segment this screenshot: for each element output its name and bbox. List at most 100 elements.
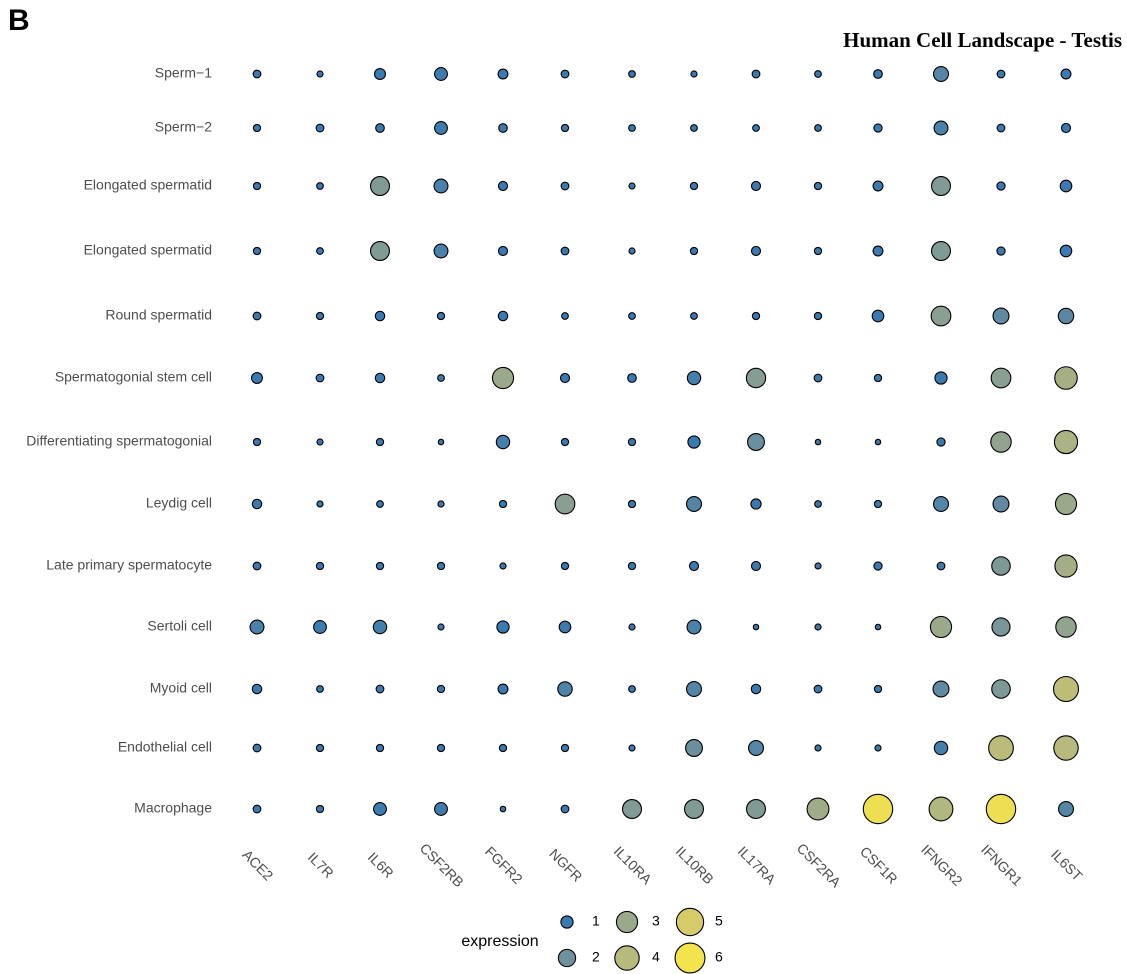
row-label: Spermatogonial stem cell: [55, 369, 212, 385]
dot: [690, 124, 698, 132]
chart-title: Human Cell Landscape - Testis: [843, 28, 1122, 52]
dot: [1055, 616, 1077, 638]
dot: [313, 620, 327, 634]
dot: [495, 434, 511, 450]
dot: [814, 438, 822, 446]
dot: [558, 620, 572, 634]
dot: [437, 500, 445, 508]
dot: [930, 240, 952, 262]
dot: [250, 371, 264, 385]
row-label: Macrophage: [134, 800, 212, 816]
dot: [252, 437, 262, 447]
dot: [932, 495, 950, 513]
dot: [874, 623, 882, 631]
dot: [628, 744, 636, 752]
dot: [685, 739, 703, 757]
column-label: IL10RB: [673, 843, 717, 887]
dot: [814, 70, 822, 78]
dot: [628, 182, 636, 190]
dot: [491, 366, 515, 390]
dot: [872, 180, 884, 192]
dot: [560, 804, 570, 814]
dot: [988, 735, 1014, 761]
dot: [374, 310, 386, 322]
dot: [862, 793, 894, 825]
dot: [686, 370, 702, 386]
dot: [747, 433, 765, 451]
legend-label: 2: [592, 949, 600, 965]
legend-label: 3: [652, 913, 660, 929]
dot: [930, 175, 952, 197]
dot: [996, 123, 1006, 133]
dot: [315, 561, 325, 571]
dot: [436, 561, 446, 571]
dot: [750, 180, 762, 192]
dot: [689, 246, 699, 256]
dot: [1054, 492, 1078, 516]
column-label: FGFR2: [482, 843, 526, 887]
dot: [685, 680, 703, 698]
column-label: IL17RA: [735, 843, 780, 888]
dot: [252, 804, 262, 814]
legend-key: [560, 915, 574, 929]
column-label: CSF2RA: [794, 840, 845, 891]
dot: [873, 499, 883, 509]
row-label: Differentiating spermatogonial: [26, 433, 212, 449]
dot: [992, 307, 1010, 325]
dot: [561, 312, 569, 320]
dot: [1060, 68, 1072, 80]
row-label: Elongated spermatid: [84, 177, 212, 193]
dot: [249, 619, 265, 635]
dot: [814, 623, 822, 631]
dot: [628, 623, 636, 631]
dot: [498, 499, 508, 509]
dot: [1053, 735, 1079, 761]
dot: [437, 374, 445, 382]
dot: [374, 372, 386, 384]
dot: [497, 683, 509, 695]
dot: [933, 120, 949, 136]
dot: [560, 181, 570, 191]
dot: [872, 245, 884, 257]
dot: [315, 373, 325, 383]
dot: [627, 373, 637, 383]
dot: [814, 124, 822, 132]
legend-label: 5: [715, 913, 723, 929]
dot: [685, 495, 703, 513]
dot: [814, 562, 822, 570]
row-label: Sperm−1: [155, 65, 212, 81]
dot: [991, 679, 1011, 699]
dot: [1057, 800, 1075, 818]
dot: [814, 744, 822, 752]
dot: [991, 556, 1011, 576]
dot: [752, 623, 760, 631]
dot: [996, 69, 1006, 79]
dot: [628, 685, 636, 693]
dot: [498, 743, 508, 753]
dot: [316, 438, 324, 446]
dot: [991, 617, 1011, 637]
dot: [315, 743, 325, 753]
dot: [750, 245, 762, 257]
dot: [369, 240, 391, 262]
dot: [690, 312, 698, 320]
dot: [686, 619, 702, 635]
dot: [497, 245, 509, 257]
dot: [627, 499, 637, 509]
dot: [1053, 429, 1079, 455]
dot: [813, 373, 823, 383]
dot: [252, 69, 262, 79]
column-label: IL6ST: [1048, 846, 1086, 884]
dot: [813, 684, 823, 694]
dot: [689, 181, 699, 191]
dot: [1052, 675, 1080, 703]
dot: [560, 123, 570, 133]
dot: [252, 246, 262, 256]
dot: [436, 684, 446, 694]
row-label: Elongated spermatid: [84, 242, 212, 258]
dot: [871, 309, 885, 323]
dot: [559, 372, 571, 384]
dot: [375, 437, 385, 447]
dot: [496, 620, 510, 634]
column-label: CSF1R: [857, 843, 901, 887]
